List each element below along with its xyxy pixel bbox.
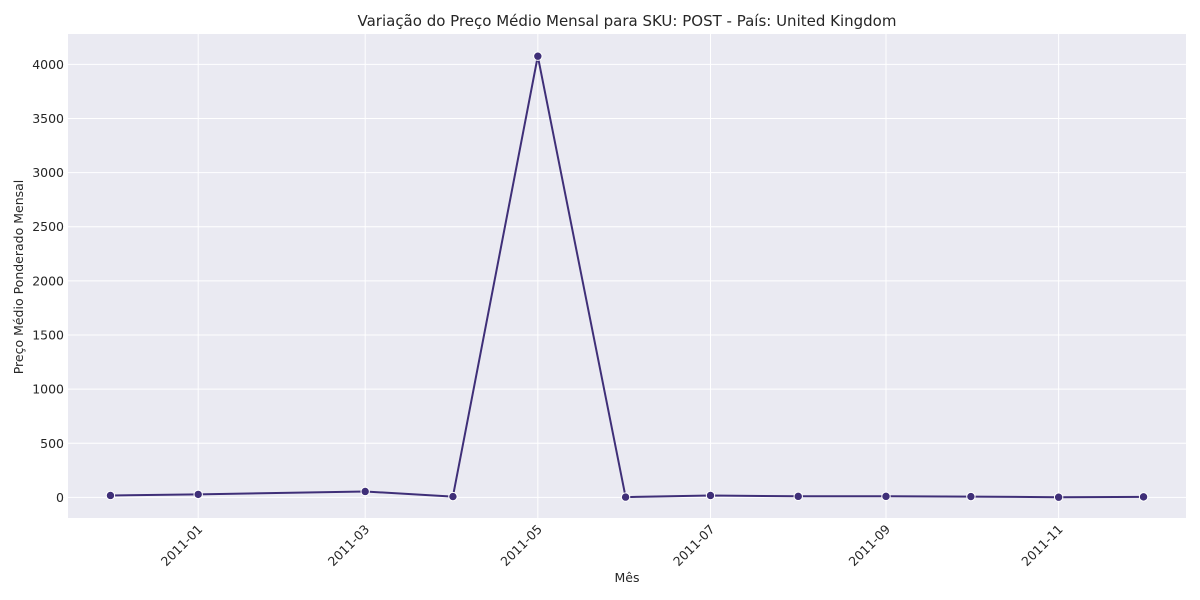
data-point: [881, 491, 891, 502]
y-tick-label: 2500: [32, 219, 64, 234]
grid-lines: [68, 34, 1186, 518]
data-point: [533, 51, 543, 61]
data-point: [193, 489, 203, 500]
y-tick-label: 3500: [32, 111, 64, 126]
data-point: [1138, 492, 1149, 502]
x-tick-label: 2011-01: [158, 522, 206, 570]
data-point: [793, 491, 803, 502]
x-axis-label: Mês: [615, 570, 640, 585]
series-line: [110, 55, 1144, 499]
x-tick-label: 2011-11: [1018, 522, 1066, 570]
y-tick-label: 1000: [32, 382, 64, 397]
y-tick-label: 4000: [32, 57, 64, 72]
series-layer: [105, 51, 1149, 502]
y-axis-label: Preço Médio Ponderado Mensal: [11, 180, 26, 375]
y-tick-label: 0: [56, 490, 64, 505]
data-point: [966, 491, 976, 502]
y-tick-label: 1500: [32, 328, 64, 343]
data-point: [705, 490, 716, 501]
x-tick-label: 2011-09: [846, 521, 894, 569]
data-point: [448, 491, 458, 502]
x-tick-label: 2011-05: [497, 522, 545, 570]
y-tick-label: 3000: [32, 165, 64, 180]
x-tick-label: 2011-07: [670, 522, 718, 570]
x-tick-label: 2011-03: [325, 522, 373, 570]
plot-area: [68, 34, 1186, 518]
data-point: [360, 486, 370, 497]
data-point: [1053, 492, 1064, 502]
y-tick-label: 500: [40, 436, 64, 451]
data-point: [105, 490, 116, 501]
data-point: [620, 492, 631, 502]
chart-title: Variação do Preço Médio Mensal para SKU:…: [358, 12, 897, 30]
y-tick-label: 2000: [32, 273, 64, 288]
